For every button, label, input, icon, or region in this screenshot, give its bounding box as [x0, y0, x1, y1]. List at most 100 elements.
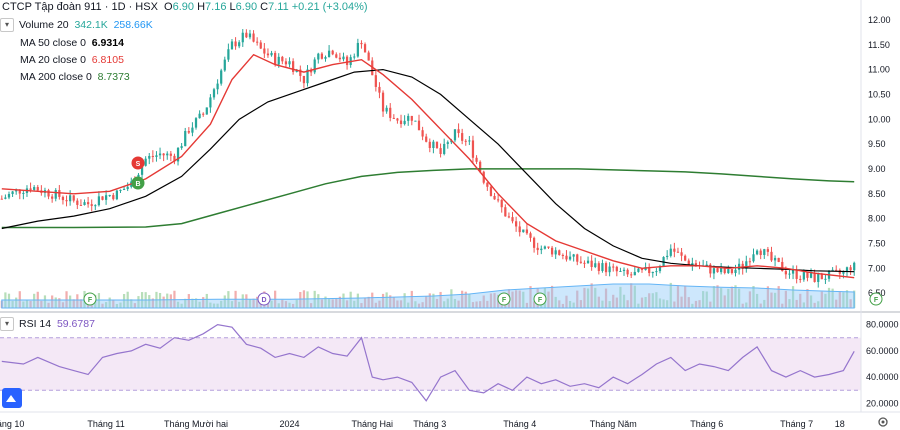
volume-bar: [637, 303, 640, 308]
volume-bar: [831, 288, 834, 308]
volume-bar: [191, 298, 194, 308]
candle-body: [335, 54, 338, 58]
volume-bar: [827, 287, 831, 308]
volume-bar: [648, 293, 651, 308]
volume-bar: [184, 298, 187, 308]
rsi-tick-label: 40.0000: [866, 372, 899, 382]
candle-body: [327, 50, 331, 58]
candle-body: [694, 263, 698, 266]
volume-bar: [716, 285, 719, 308]
volume-bar: [148, 295, 151, 308]
volume-bar: [705, 291, 708, 308]
candle-body: [331, 50, 334, 55]
event-marker: [497, 292, 511, 306]
volume-bar: [532, 301, 536, 308]
time-tick-label: Tháng 6: [690, 419, 723, 429]
volume-bar: [378, 300, 381, 308]
symbol-title[interactable]: CTCP Tập đoàn 911 · 1D · HSX: [2, 1, 158, 13]
volume-bar: [11, 300, 14, 308]
candle-body: [511, 217, 514, 222]
candle-body: [284, 61, 288, 65]
open-value: 6.90: [172, 1, 195, 13]
candle-body: [432, 141, 435, 149]
volume-bar: [349, 291, 352, 308]
volume-bar: [493, 293, 496, 308]
candle-body: [256, 41, 259, 43]
volume-value-2: 258.66K: [113, 18, 153, 31]
volume-bar: [737, 288, 741, 308]
time-tick-label: Tháng 7: [780, 419, 813, 429]
candle-body: [403, 120, 406, 125]
time-tick-label: Tháng 3: [413, 419, 446, 429]
volume-bar: [396, 300, 399, 308]
candle-body: [507, 216, 511, 218]
price-tick-label: 9.50: [868, 139, 886, 149]
candle-body: [90, 204, 93, 206]
volume-bar: [432, 293, 435, 308]
volume-bar: [741, 303, 744, 308]
candle-body: [51, 196, 54, 199]
candle-body: [486, 182, 489, 187]
candle-body: [385, 107, 388, 112]
volume-value-1: 342.1K: [74, 18, 108, 31]
candle-body: [536, 247, 539, 251]
settings-icon[interactable]: [878, 417, 888, 427]
candle-body: [691, 263, 694, 266]
candle-body: [194, 118, 198, 128]
volume-bar: [245, 294, 248, 308]
rsi-collapse-button[interactable]: ▾: [0, 317, 14, 331]
candle-body: [313, 59, 316, 73]
candle-body: [540, 248, 543, 251]
candle-body: [97, 196, 101, 206]
low-label: L: [229, 1, 236, 13]
candle-body: [705, 264, 708, 266]
candle-body: [140, 165, 144, 175]
candle-body: [720, 267, 723, 273]
candle-body: [784, 271, 787, 275]
volume-bar: [259, 302, 262, 308]
volume-bar: [777, 286, 780, 308]
candle-body: [802, 272, 805, 280]
volume-bar: [680, 296, 683, 308]
candle-body: [572, 254, 575, 257]
candle-body: [543, 246, 547, 249]
volume-bar: [295, 299, 298, 308]
volume-bar: [137, 296, 140, 308]
volume-bar: [29, 300, 32, 308]
event-markers[interactable]: S B F D F F F: [83, 156, 883, 306]
candle-body: [622, 269, 626, 271]
candle-body: [550, 247, 554, 255]
time-tick-label: 18: [835, 419, 845, 429]
volume-bar: [720, 288, 723, 308]
volume-bar: [802, 302, 805, 308]
candle-body: [425, 136, 428, 142]
volume-bar: [694, 300, 698, 308]
volume-bar: [220, 300, 223, 308]
candle-body: [716, 268, 719, 273]
volume-bar: [69, 295, 72, 308]
candle-body: [435, 141, 439, 149]
time-axis[interactable]: Tháng 10 Tháng 11 Tháng Mười hai 2024 Tháng …: [0, 419, 845, 429]
volume-bar: [187, 294, 190, 308]
volume-bar: [820, 291, 823, 308]
volume-bar: [288, 302, 291, 308]
volume-bar: [230, 301, 234, 308]
candle-body: [468, 140, 471, 142]
volume-bar: [133, 303, 136, 308]
candle-body: [367, 52, 370, 61]
volume-bar: [550, 285, 554, 308]
tradingview-logo[interactable]: [2, 388, 22, 408]
volume-bar: [691, 303, 694, 308]
volume-bar: [673, 301, 676, 308]
volume-bar: [216, 303, 219, 308]
candle-body: [392, 117, 395, 119]
rsi-axis[interactable]: 80.0000 60.0000 40.0000 20.0000: [866, 320, 899, 409]
volume-bar: [256, 296, 259, 308]
volume-bar: [209, 302, 212, 308]
price-axis[interactable]: 12.00 11.50 11.00 10.50 10.00 9.50 9.00 8.50 8.0…: [868, 15, 891, 298]
candle-body: [781, 261, 784, 272]
candle-body: [191, 127, 194, 133]
candle-body: [428, 141, 431, 149]
collapse-button[interactable]: ▾: [0, 18, 14, 32]
